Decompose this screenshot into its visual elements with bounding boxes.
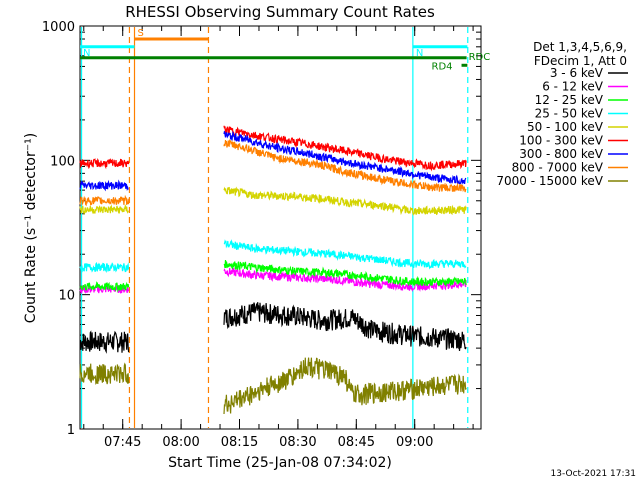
y-axis-label: Count Rate (s⁻¹ detector⁻¹) [23,133,39,323]
legend-header-line-2: FDecim 1, Att 0 [534,54,627,68]
legend-label-7: 800 - 7000 keV [512,161,604,175]
legend-label-1: 6 - 12 keV [542,80,604,94]
series-line-6-1 [223,130,467,186]
series-line-0-1 [223,302,467,351]
series-6 [79,130,467,192]
x-axis-label: Start Time (25-Jan-08 07:34:02) [168,455,392,471]
series-7 [79,139,467,207]
series-line-0-0 [79,330,130,354]
series-line-3-1 [223,239,467,270]
legend-header-line-1: Det 1,3,4,5,6,9, [533,40,627,54]
legend-label-4: 50 - 100 keV [527,120,604,134]
x-tick-label-1: 08:00 [162,435,199,450]
flag-label-1: N [83,48,90,59]
plot-area: 1 10 100 1000 07:45 08:00 08:15 08:30 08:45 09:00… [42,20,490,450]
series-1 [79,266,467,294]
legend-label-6: 300 - 800 keV [519,147,603,161]
series-line-5-1 [223,125,467,172]
series-line-7-1 [223,139,467,193]
legend-label-2: 12 - 25 keV [535,93,604,107]
legend-label-3: 25 - 50 keV [535,107,604,121]
series-line-6-0 [79,179,129,192]
series-line-4-1 [223,186,467,217]
x-tick-label-0: 07:45 [104,435,141,450]
series-line-1-1 [223,266,467,292]
legend-label-5: 100 - 300 keV [519,134,603,148]
series-line-8-0 [79,362,130,385]
flag-label-0: S [138,28,144,39]
footer-timestamp: 13-Oct-2021 17:31 [551,469,636,479]
flag-label-4: RD4 [432,61,453,72]
x-tick-label-2: 08:15 [221,435,258,450]
series-5 [79,125,467,172]
series-line-7-0 [79,194,130,207]
series-line-4-0 [79,203,129,215]
x-tick-label-4: 08:45 [338,435,375,450]
series-8 [79,357,467,415]
y-tick-label-0: 1 [67,423,75,438]
series-line-3-0 [79,261,130,273]
series-line-2-1 [223,259,467,288]
y-tick-label-1: 10 [58,289,75,304]
series-line-2-0 [79,281,130,293]
series-line-8-1 [223,357,467,415]
y-tick-label-2: 100 [50,154,75,169]
series-4 [79,186,467,217]
x-tick-label-3: 08:30 [279,435,316,450]
chart-title: RHESSI Observing Summary Count Rates [125,3,435,21]
x-tick-label-5: 09:00 [396,435,433,450]
flag-label-3: RDC [469,52,491,63]
legend-label-0: 3 - 6 keV [550,66,604,80]
series-3 [79,239,467,273]
plot-frame [79,25,482,430]
y-tick-label-3: 1000 [42,20,75,35]
flag-label-2: N [416,48,423,59]
legend-label-8: 7000 - 15000 keV [496,174,603,188]
series-0 [79,302,467,354]
series-2 [79,259,467,293]
series-line-5-0 [79,158,130,170]
